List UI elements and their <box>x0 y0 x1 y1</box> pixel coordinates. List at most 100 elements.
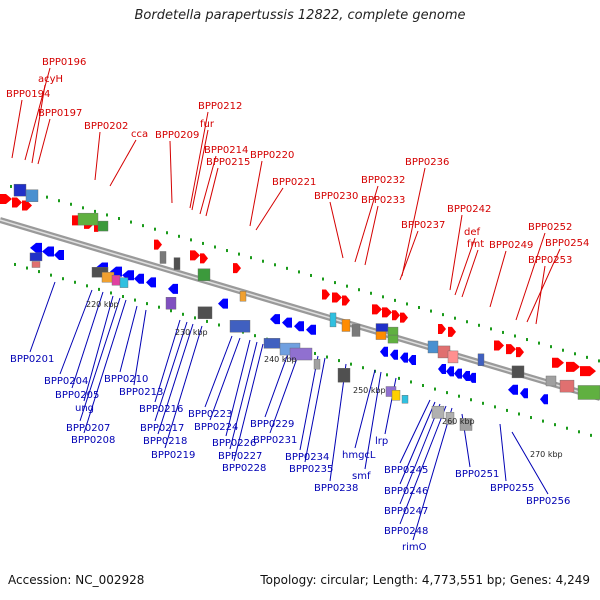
genome-title: Bordetella parapertussis 12822, complete… <box>134 8 466 23</box>
tick-mark <box>362 366 364 370</box>
leader-line <box>364 371 382 470</box>
forward-gene-arrow <box>400 312 408 323</box>
gene-label[interactable]: fur <box>200 119 215 130</box>
gene-feature-block <box>511 365 525 379</box>
gene-label[interactable]: BPP0228 <box>222 463 266 474</box>
gene-feature-block <box>577 385 600 400</box>
gene-label[interactable]: BPP0216 <box>139 404 183 415</box>
gene-label[interactable]: BPP0217 <box>140 423 184 434</box>
gene-label[interactable]: BPP0230 <box>314 191 358 202</box>
gene-label[interactable]: BPP0223 <box>188 409 232 420</box>
reverse-gene-arrow <box>270 314 280 325</box>
gene-label[interactable]: BPP0251 <box>455 469 499 480</box>
reverse-gene-arrow <box>438 363 446 374</box>
gene-label[interactable]: BPP0215 <box>206 157 250 168</box>
leader-line <box>169 140 173 204</box>
gene-label[interactable]: BPP0254 <box>545 238 589 249</box>
gene-label[interactable]: BPP0205 <box>55 390 99 401</box>
gene-label[interactable]: BPP0197 <box>38 108 82 119</box>
gene-label[interactable]: BPP0236 <box>405 157 449 168</box>
gene-label[interactable]: BPP0209 <box>155 130 199 141</box>
forward-gene-arrow <box>516 347 524 358</box>
gene-label[interactable]: BPP0238 <box>314 483 358 494</box>
gene-label[interactable]: BPP0214 <box>204 145 248 156</box>
gene-feature-block <box>289 347 313 361</box>
forward-gene-arrow <box>322 289 330 300</box>
leader-line <box>399 399 431 464</box>
reverse-gene-arrow <box>408 355 416 366</box>
gene-feature-block <box>375 323 389 332</box>
reverse-gene-arrow <box>42 246 54 257</box>
gene-label[interactable]: BPP0255 <box>490 483 534 494</box>
tick-mark <box>482 401 484 405</box>
leader-line <box>399 403 441 505</box>
gene-label[interactable]: fmt <box>467 239 484 250</box>
tick-mark <box>442 313 444 317</box>
tick-mark <box>206 319 208 323</box>
gene-label[interactable]: BPP0207 <box>66 423 110 434</box>
kbp-label-250: 250 kbp <box>353 386 386 395</box>
gene-label[interactable]: BPP0202 <box>84 121 128 132</box>
gene-label[interactable]: lrp <box>375 436 388 447</box>
gene-label[interactable]: BPP0235 <box>289 464 333 475</box>
gene-label[interactable]: BPP0213 <box>119 387 163 398</box>
leader-line <box>71 291 104 389</box>
reverse-gene-arrow <box>282 317 292 328</box>
leader-line <box>191 129 209 211</box>
gene-label[interactable]: BPP0248 <box>384 526 428 537</box>
gene-label[interactable]: cca <box>131 129 148 140</box>
gene-label[interactable]: BPP0208 <box>71 435 115 446</box>
gene-label[interactable]: hmgcL <box>342 450 376 461</box>
leader-line <box>24 67 51 161</box>
reverse-gene-arrow <box>146 277 156 288</box>
gene-label[interactable]: BPP0253 <box>528 255 572 266</box>
gene-label[interactable]: BPP0233 <box>361 195 405 206</box>
tick-mark <box>406 302 408 306</box>
gene-label[interactable]: smf <box>352 471 371 482</box>
gene-feature-block <box>341 319 351 332</box>
gene-label[interactable]: BPP0227 <box>218 451 262 462</box>
gene-label[interactable]: rimO <box>402 542 427 553</box>
gene-label[interactable]: ung <box>75 403 94 414</box>
gene-label[interactable]: BPP0246 <box>384 486 428 497</box>
gene-label[interactable]: BPP0247 <box>384 506 428 517</box>
gene-label[interactable]: BPP0218 <box>143 436 187 447</box>
gene-label[interactable]: BPP0234 <box>285 452 329 463</box>
tick-mark <box>590 433 592 437</box>
gene-label[interactable]: BPP0194 <box>6 89 50 100</box>
leader-line <box>461 249 479 298</box>
gene-label[interactable]: BPP0237 <box>401 220 445 231</box>
gene-label[interactable]: BPP0232 <box>361 175 405 186</box>
gene-label[interactable]: BPP0256 <box>526 496 570 507</box>
gene-feature-block <box>427 340 439 354</box>
tick-mark <box>274 263 276 267</box>
reverse-gene-arrow <box>218 298 228 309</box>
gene-label[interactable]: BPP0220 <box>250 150 294 161</box>
gene-label[interactable]: BPP0242 <box>447 204 491 215</box>
gene-label[interactable]: BPP0245 <box>384 465 428 476</box>
gene-label[interactable]: BPP0229 <box>250 419 294 430</box>
gene-label[interactable]: BPP0231 <box>253 435 297 446</box>
gene-label[interactable]: BPP0196 <box>42 57 86 68</box>
leader-line <box>535 265 546 325</box>
forward-gene-arrow <box>566 361 580 372</box>
gene-feature-block <box>31 261 41 268</box>
gene-label[interactable]: BPP0210 <box>104 374 148 385</box>
gene-feature-block <box>263 338 281 349</box>
gene-label[interactable]: BPP0252 <box>528 222 572 233</box>
gene-label[interactable]: BPP0204 <box>44 376 88 387</box>
gene-label[interactable]: BPP0249 <box>489 240 533 251</box>
gene-label[interactable]: BPP0212 <box>198 101 242 112</box>
gene-label[interactable]: BPP0221 <box>272 177 316 188</box>
tick-mark <box>154 227 156 231</box>
gene-feature-block <box>13 183 27 197</box>
gene-feature-block <box>329 312 337 328</box>
gene-label[interactable]: BPP0219 <box>151 450 195 461</box>
gene-feature-block <box>447 350 459 364</box>
leader-line <box>399 230 419 281</box>
gene-label[interactable]: BPP0224 <box>194 422 238 433</box>
gene-label[interactable]: acyH <box>38 74 63 85</box>
gene-label[interactable]: def <box>464 227 481 238</box>
gene-label[interactable]: BPP0226 <box>212 438 256 449</box>
gene-label[interactable]: BPP0201 <box>10 354 54 365</box>
